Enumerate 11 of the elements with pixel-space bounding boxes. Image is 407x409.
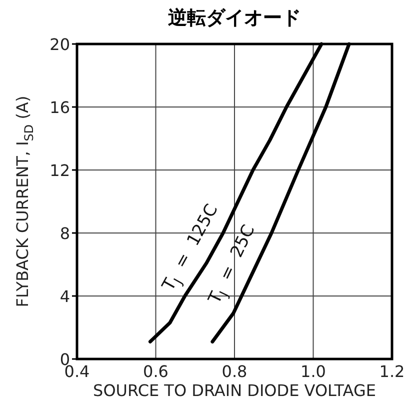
- y-tick-label: 12: [50, 161, 70, 180]
- x-tick-label: 1.2: [379, 362, 405, 381]
- y-tick-label: 20: [50, 35, 70, 54]
- y-tick-label: 8: [60, 224, 70, 243]
- x-tick-label: 0.6: [143, 362, 168, 381]
- chart-title: 逆転ダイオード: [167, 7, 301, 29]
- y-tick-label: 16: [50, 98, 70, 117]
- x-tick-label: 0.8: [222, 362, 248, 381]
- x-tick-label: 1.0: [300, 362, 326, 381]
- x-axis-title: SOURCE TO DRAIN DIODE VOLTAGE: [93, 381, 376, 400]
- y-tick-label: 4: [60, 287, 70, 306]
